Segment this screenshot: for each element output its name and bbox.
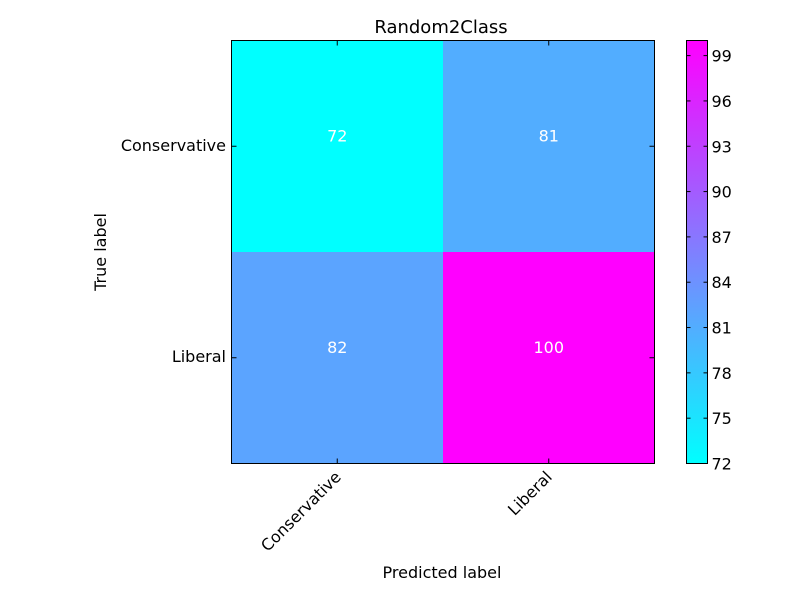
heatmap-cell-conservative-liberal — [443, 40, 655, 252]
colorbar-tick-label: 84 — [712, 273, 732, 292]
y-axis-label: True label — [91, 213, 110, 292]
plot-frame — [231, 40, 655, 464]
colorbar-tick-label: 87 — [712, 228, 732, 247]
colorbar-ticks: 72 75 78 81 84 87 90 93 96 99 — [686, 47, 732, 474]
cell-value-label: 72 — [327, 126, 347, 145]
heatmap-cell-conservative-conservative — [231, 40, 443, 252]
y-tick-label-conservative: Conservative — [121, 136, 226, 155]
heatmap-cells: 72 81 82 100 — [231, 40, 655, 464]
colorbar-tick-label: 75 — [712, 409, 732, 428]
chart-title: Random2Class — [374, 17, 507, 38]
axis-ticks — [231, 40, 655, 464]
heatmap-cell-liberal-liberal — [443, 252, 655, 464]
x-tick-label-liberal: Liberal — [504, 467, 556, 519]
colorbar — [686, 40, 708, 464]
y-tick-label-liberal: Liberal — [172, 347, 226, 366]
colorbar-tick-label: 99 — [712, 47, 732, 66]
colorbar-tick-label: 81 — [712, 319, 732, 338]
colorbar-tick-label: 96 — [712, 92, 732, 111]
cell-value-label: 100 — [533, 338, 564, 357]
colorbar-tick-label: 78 — [712, 364, 732, 383]
cell-value-label: 82 — [327, 338, 347, 357]
x-tick-label-conservative: Conservative — [257, 467, 345, 555]
x-axis-label: Predicted label — [383, 563, 502, 582]
cell-value-label: 81 — [539, 126, 559, 145]
heatmap-cell-liberal-conservative — [231, 252, 443, 464]
colorbar-tick-label: 72 — [712, 455, 732, 474]
colorbar-tick-label: 90 — [712, 183, 732, 202]
colorbar-tick-label: 93 — [712, 137, 732, 156]
